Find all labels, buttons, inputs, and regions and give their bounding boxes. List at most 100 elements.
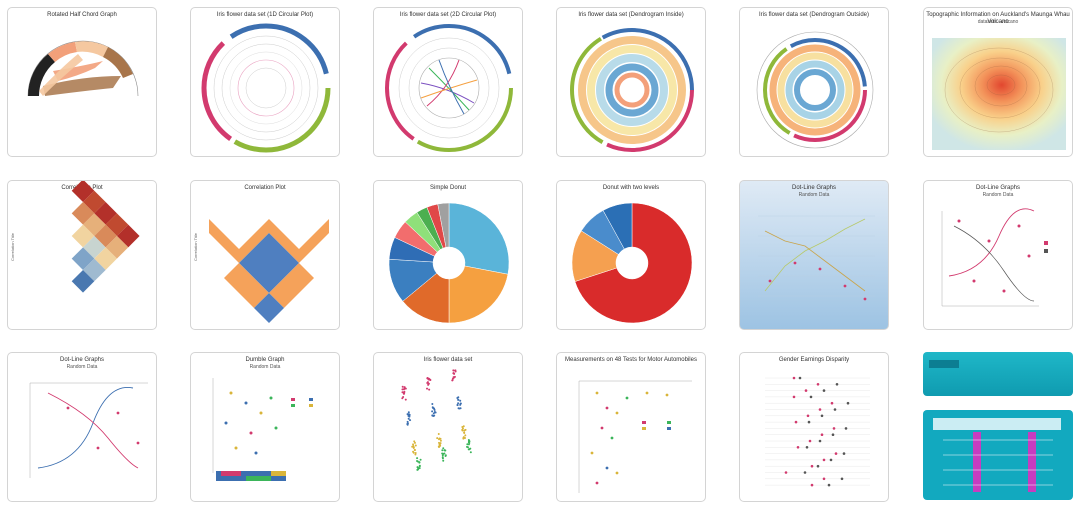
scatter-point (452, 372, 455, 375)
tile-half-chord[interactable]: Rotated Half Chord Graph (7, 7, 157, 157)
tile-banner-bottom[interactable] (923, 410, 1073, 500)
earnings-point (844, 427, 848, 430)
tile-circular-2d[interactable]: Iris flower data set (2D Circular Plot) (373, 7, 523, 157)
scatter-point (416, 466, 419, 469)
scatter-point (401, 391, 404, 394)
tile-correlation-1[interactable]: Correlation Plot Correlation Title (7, 180, 157, 330)
tile-dot-line-3[interactable]: Dot-Line Graphs Random Data (7, 352, 157, 502)
scatter-point (462, 425, 465, 428)
tile-gender-earnings[interactable]: Gender Earnings Disparity (739, 352, 889, 502)
tile-correlation-2[interactable]: Correlation Plot Correlation Title (190, 180, 340, 330)
tile-circular-1d[interactable]: Iris flower data set (1D Circular Plot) (190, 7, 340, 157)
circular-plot-2d (385, 24, 513, 152)
tile-title: Gender Earnings Disparity (778, 357, 850, 363)
earnings-point (810, 464, 814, 468)
scatter-point (426, 381, 429, 384)
scatter-point (459, 399, 462, 402)
scatter-point (452, 369, 455, 372)
scatter-point (433, 414, 436, 417)
dot-line-chart-1 (758, 215, 875, 301)
tile-dumble[interactable]: Dumble Graph Random Data (190, 352, 340, 502)
scatter-point (406, 413, 409, 416)
tile-title: Topographic Information on Auckland's Ma… (926, 12, 1070, 25)
tile-dendrogram-inside[interactable]: Iris flower data set (Dendrogram Inside) (556, 7, 706, 157)
scatter-point (464, 428, 467, 431)
ylabel: Correlation Title (10, 232, 15, 261)
tile-title: Donut with two levels (602, 185, 660, 191)
scatter-point (464, 434, 467, 437)
scatter-point (414, 452, 417, 455)
tile-title: Measurements on 48 Tests for Motor Autom… (565, 357, 697, 363)
scatter-point (418, 461, 421, 464)
earnings-point (805, 446, 809, 449)
tile-motor-tests[interactable]: Measurements on 48 Tests for Motor Autom… (556, 352, 706, 502)
scatter-point (407, 417, 410, 420)
donut-slice (448, 265, 509, 324)
earnings-point (820, 433, 824, 436)
tile-dot-line-2[interactable]: Dot-Line Graphs Random Data (923, 180, 1073, 330)
tile-title: Iris flower data set (2D Circular Plot) (399, 12, 497, 18)
scatter-point (413, 441, 416, 444)
scatter-point (456, 403, 459, 406)
scatter-point (459, 402, 462, 405)
earnings-point (822, 477, 826, 481)
earnings-point (833, 408, 837, 411)
scatter-point (439, 439, 442, 442)
tile-dendrogram-outside[interactable]: Iris flower data set (Dendrogram Outside… (739, 7, 889, 157)
scatter-point (466, 443, 469, 446)
tile-title: Iris flower data set (Dendrogram Outside… (758, 12, 870, 18)
scatter-point (462, 437, 465, 440)
donut-slice (602, 202, 633, 250)
donut-slice (448, 202, 510, 275)
tile-volcano-topo[interactable]: Topographic Information on Auckland's Ma… (923, 7, 1073, 157)
scatter-point (412, 450, 415, 453)
earnings-point (822, 458, 826, 462)
earnings-point (818, 439, 822, 443)
scatter-point (416, 460, 419, 463)
scatter-point (437, 445, 440, 448)
scatter-point (403, 391, 406, 394)
scatter-point (468, 440, 471, 443)
scatter-point (457, 398, 460, 401)
scatter-point (404, 387, 407, 390)
scatter-point (406, 420, 409, 423)
correlation-plot-2: Correlation Title (193, 219, 329, 323)
earnings-point (809, 395, 813, 399)
scatter-point (458, 407, 461, 410)
scatter-point (441, 454, 444, 457)
scatter-point (444, 454, 447, 457)
tile-title: Iris flower data set (423, 357, 473, 363)
tile-two-level-donut[interactable]: Donut with two levels (556, 180, 706, 330)
scatter-point (414, 453, 417, 456)
two-level-donut-chart (571, 202, 693, 324)
earnings-point (794, 420, 798, 424)
tile-dot-line-1[interactable]: Dot-Line Graphs Random Data (739, 180, 889, 330)
earnings-point (803, 471, 807, 474)
earnings-point (806, 414, 810, 418)
tile-simple-donut[interactable]: Simple Donut (373, 180, 523, 330)
scatter-point (442, 452, 445, 455)
scatter-point (404, 398, 407, 401)
scatter-point (438, 438, 441, 441)
circular-plot-1d (201, 23, 331, 153)
tile-title: Dumble Graph (245, 357, 285, 363)
scatter-point (418, 464, 421, 467)
earnings-point (792, 376, 796, 380)
scatter-point (427, 378, 430, 381)
scatter-point (416, 468, 419, 471)
scatter-point (434, 411, 437, 414)
tile-banner-top[interactable] (923, 352, 1073, 396)
tile-title: Iris flower data set (Dendrogram Inside) (578, 12, 684, 18)
scatter-point (416, 457, 419, 460)
earnings-point (784, 471, 788, 474)
scatter-point (428, 388, 431, 391)
tile-iris-scatter[interactable]: Iris flower data set (373, 352, 523, 502)
iris-scatter-chart (401, 369, 472, 471)
earnings-point (832, 427, 836, 430)
tile-title: Rotated Half Chord Graph (47, 12, 117, 18)
volcano-heatmap (932, 38, 1066, 150)
tile-title: Correlation Plot (244, 185, 286, 191)
scatter-point (432, 412, 435, 415)
scatter-point (426, 387, 429, 390)
